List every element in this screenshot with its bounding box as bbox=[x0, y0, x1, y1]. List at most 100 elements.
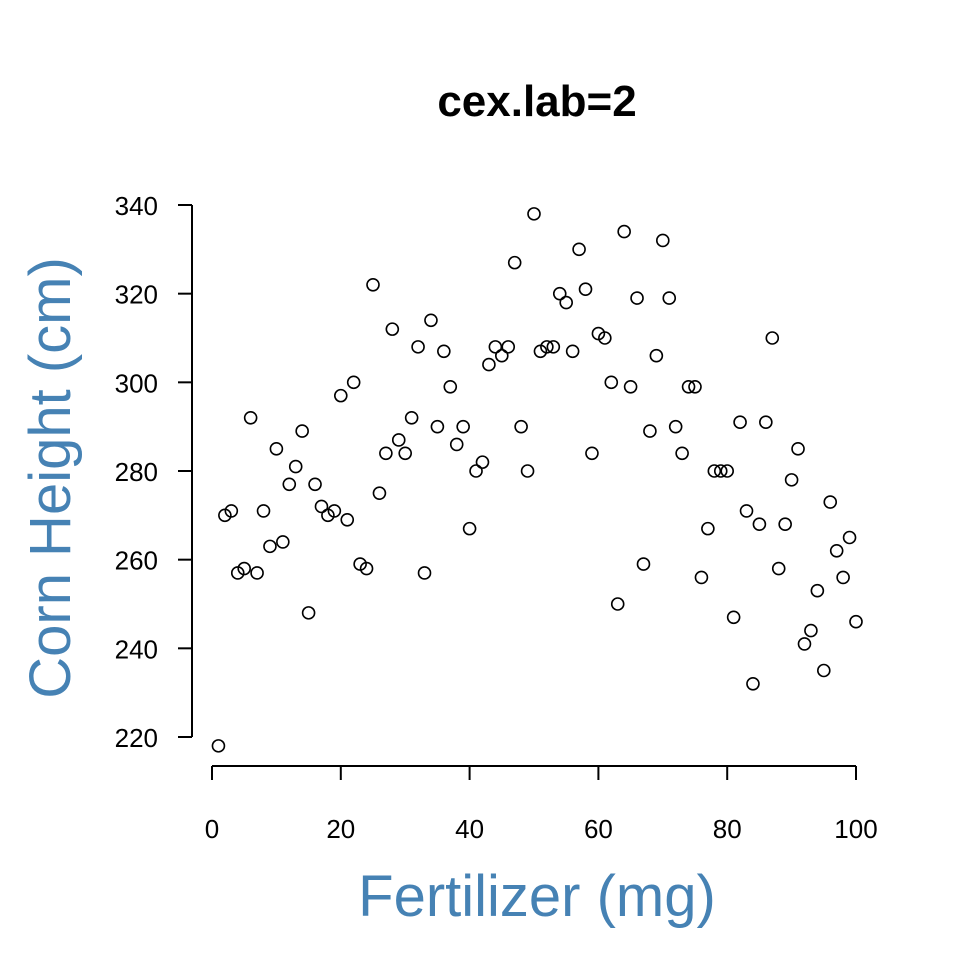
data-point bbox=[404, 410, 419, 425]
data-point bbox=[224, 504, 239, 518]
data-point bbox=[540, 340, 554, 354]
data-point bbox=[333, 388, 348, 403]
y-tick-label: 260 bbox=[115, 546, 158, 576]
data-point bbox=[565, 344, 580, 359]
data-point bbox=[598, 331, 612, 345]
data-point bbox=[282, 477, 297, 492]
data-point bbox=[604, 375, 619, 390]
data-point bbox=[449, 437, 464, 452]
data-point bbox=[488, 340, 503, 354]
data-point bbox=[269, 442, 284, 456]
y-tick-label: 240 bbox=[115, 634, 158, 664]
data-point bbox=[713, 464, 728, 478]
data-point bbox=[424, 313, 438, 328]
data-point bbox=[636, 557, 651, 571]
data-point bbox=[237, 561, 251, 576]
data-point bbox=[688, 379, 702, 394]
x-tick-label: 100 bbox=[834, 814, 877, 844]
data-point bbox=[256, 504, 271, 518]
data-point bbox=[263, 539, 277, 554]
data-point bbox=[327, 504, 342, 518]
data-point bbox=[681, 379, 696, 394]
x-axis-ticks: 0 20 40 60 80 100 bbox=[205, 766, 878, 844]
x-axis-label: Fertilizer (mg) bbox=[358, 864, 716, 929]
data-point bbox=[372, 486, 387, 500]
data-point bbox=[829, 543, 844, 558]
data-point bbox=[501, 340, 516, 354]
data-point bbox=[211, 739, 226, 753]
data-point bbox=[816, 663, 831, 678]
x-tick-label: 80 bbox=[713, 814, 742, 844]
data-point bbox=[784, 473, 799, 487]
data-point bbox=[720, 464, 735, 478]
data-point bbox=[804, 623, 818, 638]
data-point bbox=[585, 446, 599, 461]
data-point bbox=[771, 561, 786, 576]
data-point bbox=[411, 340, 425, 354]
data-point bbox=[366, 277, 380, 292]
data-point bbox=[288, 459, 303, 474]
data-point bbox=[243, 410, 258, 425]
x-tick-label: 20 bbox=[326, 814, 355, 844]
data-point bbox=[295, 424, 309, 438]
y-tick-label: 320 bbox=[115, 280, 158, 310]
data-point bbox=[752, 517, 767, 532]
data-point bbox=[514, 419, 528, 434]
data-point bbox=[546, 340, 561, 354]
data-point bbox=[733, 415, 747, 430]
data-point bbox=[662, 291, 677, 305]
y-tick-label: 280 bbox=[115, 457, 158, 487]
y-tick-label: 300 bbox=[115, 368, 158, 398]
data-point bbox=[675, 446, 689, 461]
data-point bbox=[276, 535, 290, 549]
data-point bbox=[475, 455, 490, 469]
y-axis-label: Corn Height (cm) bbox=[18, 257, 83, 699]
data-point bbox=[308, 477, 322, 492]
data-point bbox=[578, 282, 593, 297]
data-point bbox=[314, 499, 329, 514]
data-point bbox=[494, 348, 509, 363]
data-point bbox=[340, 512, 355, 527]
data-point bbox=[701, 521, 715, 536]
data-point bbox=[759, 415, 773, 430]
data-point bbox=[739, 504, 754, 518]
data-point bbox=[823, 495, 838, 509]
x-tick-label: 60 bbox=[584, 814, 613, 844]
chart-title: cex.lab=2 bbox=[437, 77, 636, 126]
data-point bbox=[559, 295, 574, 310]
data-point bbox=[520, 464, 535, 478]
data-point bbox=[301, 606, 316, 620]
data-point bbox=[643, 424, 657, 438]
data-point bbox=[623, 379, 638, 394]
data-point bbox=[250, 566, 264, 580]
data-point bbox=[797, 637, 812, 651]
y-axis-ticks: 220 240 260 280 300 320 340 bbox=[115, 191, 192, 753]
data-point bbox=[572, 242, 586, 257]
x-tick-label: 0 bbox=[205, 814, 219, 844]
data-point bbox=[610, 597, 625, 611]
data-point bbox=[765, 331, 780, 345]
data-point bbox=[482, 357, 496, 372]
data-point bbox=[726, 610, 741, 625]
data-point bbox=[649, 348, 664, 363]
y-tick-label: 340 bbox=[115, 191, 158, 221]
data-point bbox=[842, 530, 857, 545]
data-point bbox=[849, 614, 863, 629]
data-point bbox=[391, 433, 406, 447]
data-point bbox=[385, 322, 400, 336]
y-tick-label: 220 bbox=[115, 723, 158, 753]
data-point bbox=[443, 379, 458, 394]
data-point bbox=[552, 286, 567, 301]
data-point bbox=[346, 375, 361, 390]
data-point bbox=[430, 419, 445, 434]
data-point bbox=[791, 442, 805, 456]
x-tick-label: 40 bbox=[455, 814, 484, 844]
data-points bbox=[211, 207, 863, 753]
data-point bbox=[810, 583, 825, 598]
data-point bbox=[437, 344, 451, 359]
data-point bbox=[746, 676, 760, 691]
data-point bbox=[778, 517, 792, 532]
data-point bbox=[655, 233, 670, 248]
data-point bbox=[527, 207, 541, 221]
